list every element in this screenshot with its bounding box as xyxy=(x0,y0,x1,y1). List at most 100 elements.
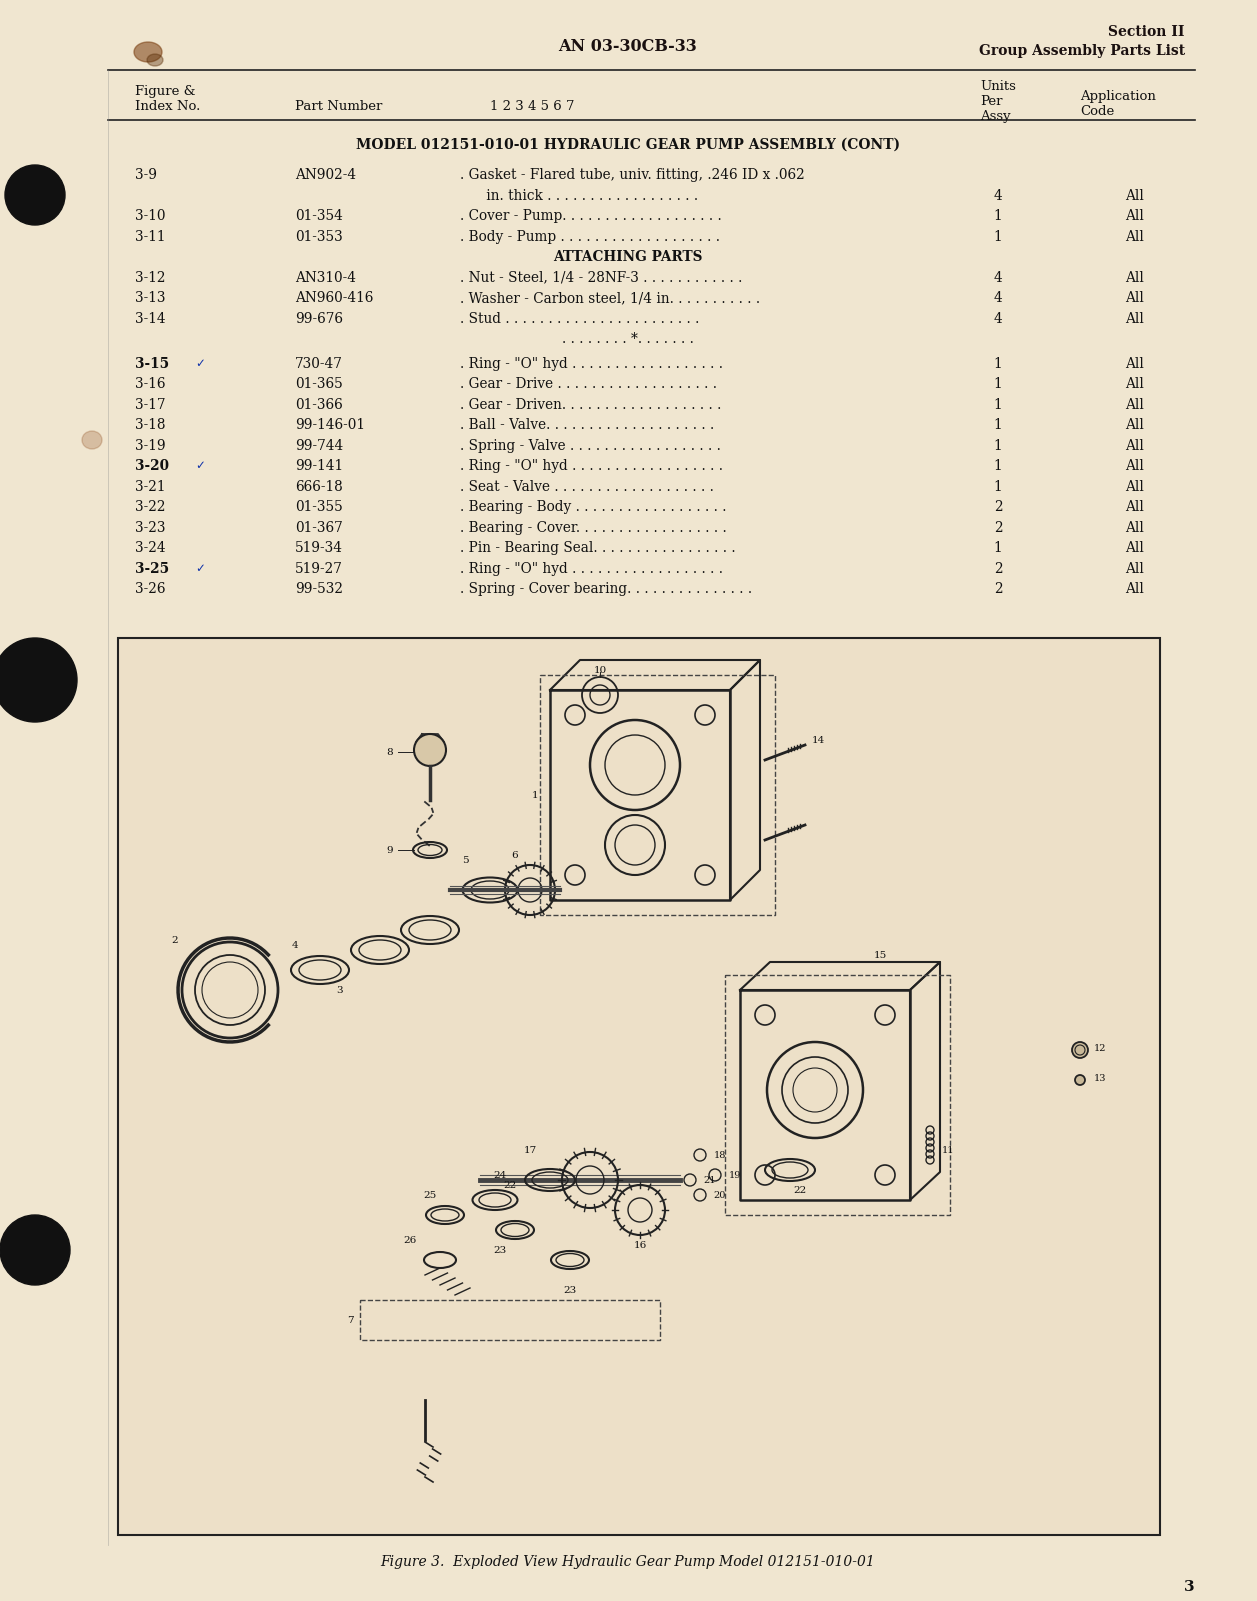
Text: . Body - Pump . . . . . . . . . . . . . . . . . . .: . Body - Pump . . . . . . . . . . . . . … xyxy=(460,229,720,243)
Text: 20: 20 xyxy=(714,1191,727,1199)
Text: All: All xyxy=(1125,229,1144,243)
Text: All: All xyxy=(1125,418,1144,432)
Text: Units: Units xyxy=(980,80,1016,93)
Text: 9: 9 xyxy=(387,845,393,855)
Text: 4: 4 xyxy=(292,940,298,949)
Text: AN960-416: AN960-416 xyxy=(295,291,373,306)
Text: 3-23: 3-23 xyxy=(134,520,166,535)
Text: Figure 3.  Exploded View Hydraulic Gear Pump Model 012151-010-01: Figure 3. Exploded View Hydraulic Gear P… xyxy=(381,1555,875,1569)
Text: 18: 18 xyxy=(714,1151,727,1159)
Text: 8: 8 xyxy=(387,748,393,757)
Text: 1: 1 xyxy=(994,480,1002,493)
Text: . Gear - Driven. . . . . . . . . . . . . . . . . . .: . Gear - Driven. . . . . . . . . . . . .… xyxy=(460,397,722,411)
Text: Group Assembly Parts List: Group Assembly Parts List xyxy=(979,43,1185,58)
Text: 3-12: 3-12 xyxy=(134,271,166,285)
Text: . Stud . . . . . . . . . . . . . . . . . . . . . . .: . Stud . . . . . . . . . . . . . . . . .… xyxy=(460,312,699,325)
Text: Code: Code xyxy=(1080,106,1114,118)
Text: 3-16: 3-16 xyxy=(134,376,166,391)
Text: ATTACHING PARTS: ATTACHING PARTS xyxy=(553,250,703,264)
Text: . Ring - "O" hyd . . . . . . . . . . . . . . . . . .: . Ring - "O" hyd . . . . . . . . . . . .… xyxy=(460,562,723,575)
Text: All: All xyxy=(1125,376,1144,391)
Text: 1: 1 xyxy=(994,210,1002,223)
Text: . Gasket - Flared tube, univ. fitting, .246 ID x .062: . Gasket - Flared tube, univ. fitting, .… xyxy=(460,168,804,183)
Text: . Washer - Carbon steel, 1/4 in. . . . . . . . . . .: . Washer - Carbon steel, 1/4 in. . . . .… xyxy=(460,291,760,306)
Text: . Bearing - Body . . . . . . . . . . . . . . . . . .: . Bearing - Body . . . . . . . . . . . .… xyxy=(460,500,727,514)
Text: 1: 1 xyxy=(532,791,538,799)
Text: All: All xyxy=(1125,459,1144,472)
Text: . Cover - Pump. . . . . . . . . . . . . . . . . . .: . Cover - Pump. . . . . . . . . . . . . … xyxy=(460,210,722,223)
Text: 17: 17 xyxy=(523,1145,537,1154)
Text: 1: 1 xyxy=(994,229,1002,243)
Text: 3-10: 3-10 xyxy=(134,210,166,223)
Text: 15: 15 xyxy=(874,951,886,959)
Text: 3-15: 3-15 xyxy=(134,357,170,370)
Text: 1: 1 xyxy=(994,418,1002,432)
Text: 25: 25 xyxy=(424,1191,436,1199)
Text: 22: 22 xyxy=(793,1185,807,1194)
Text: 3: 3 xyxy=(1184,1580,1195,1595)
Text: All: All xyxy=(1125,520,1144,535)
Text: 4: 4 xyxy=(993,291,1002,306)
Ellipse shape xyxy=(147,54,163,66)
Text: 01-355: 01-355 xyxy=(295,500,343,514)
Text: . Seat - Valve . . . . . . . . . . . . . . . . . . .: . Seat - Valve . . . . . . . . . . . . .… xyxy=(460,480,714,493)
Text: 21: 21 xyxy=(704,1175,716,1185)
Text: All: All xyxy=(1125,397,1144,411)
Text: All: All xyxy=(1125,291,1144,306)
Text: Application: Application xyxy=(1080,90,1156,102)
Text: 01-365: 01-365 xyxy=(295,376,343,391)
Text: 519-34: 519-34 xyxy=(295,541,343,556)
Text: . Nut - Steel, 1/4 - 28NF-3 . . . . . . . . . . . .: . Nut - Steel, 1/4 - 28NF-3 . . . . . . … xyxy=(460,271,743,285)
Text: 3-13: 3-13 xyxy=(134,291,166,306)
Text: All: All xyxy=(1125,562,1144,575)
Text: All: All xyxy=(1125,312,1144,325)
Ellipse shape xyxy=(134,42,162,62)
Text: 1: 1 xyxy=(994,541,1002,556)
Text: 3-26: 3-26 xyxy=(134,583,166,596)
Text: 3-17: 3-17 xyxy=(134,397,166,411)
Text: 4: 4 xyxy=(993,312,1002,325)
Text: 3-25: 3-25 xyxy=(134,562,170,575)
Text: 1: 1 xyxy=(994,376,1002,391)
Text: Assy: Assy xyxy=(980,110,1011,123)
Text: All: All xyxy=(1125,439,1144,453)
Text: . Gear - Drive . . . . . . . . . . . . . . . . . . .: . Gear - Drive . . . . . . . . . . . . .… xyxy=(460,376,716,391)
Text: 1: 1 xyxy=(994,439,1002,453)
Text: 01-366: 01-366 xyxy=(295,397,343,411)
Text: All: All xyxy=(1125,189,1144,202)
Text: 11: 11 xyxy=(941,1145,954,1154)
Text: 730-47: 730-47 xyxy=(295,357,343,370)
Text: . . . . . . . . *. . . . . . .: . . . . . . . . *. . . . . . . xyxy=(562,331,694,346)
Text: Index No.: Index No. xyxy=(134,99,200,114)
Text: 24: 24 xyxy=(494,1170,507,1180)
Text: ✓: ✓ xyxy=(195,357,205,370)
Circle shape xyxy=(1072,1042,1089,1058)
Text: All: All xyxy=(1125,541,1144,556)
Text: 519-27: 519-27 xyxy=(295,562,343,575)
Text: ✓: ✓ xyxy=(195,459,205,472)
Text: 3-21: 3-21 xyxy=(134,480,166,493)
Text: . Spring - Cover bearing. . . . . . . . . . . . . . .: . Spring - Cover bearing. . . . . . . . … xyxy=(460,583,752,596)
Text: All: All xyxy=(1125,480,1144,493)
Text: 01-354: 01-354 xyxy=(295,210,343,223)
Text: 01-367: 01-367 xyxy=(295,520,343,535)
Text: 99-744: 99-744 xyxy=(295,439,343,453)
Text: 4: 4 xyxy=(993,271,1002,285)
Text: Part Number: Part Number xyxy=(295,99,382,114)
Text: 99-676: 99-676 xyxy=(295,312,343,325)
Text: 3-11: 3-11 xyxy=(134,229,166,243)
Text: All: All xyxy=(1125,271,1144,285)
Text: Figure &: Figure & xyxy=(134,85,196,98)
Bar xyxy=(118,639,1160,1535)
Text: AN310-4: AN310-4 xyxy=(295,271,356,285)
Text: . Pin - Bearing Seal. . . . . . . . . . . . . . . . .: . Pin - Bearing Seal. . . . . . . . . . … xyxy=(460,541,735,556)
Text: 1 2 3 4 5 6 7: 1 2 3 4 5 6 7 xyxy=(490,99,574,114)
Text: Section II: Section II xyxy=(1109,26,1185,38)
Text: 2: 2 xyxy=(994,583,1002,596)
Circle shape xyxy=(414,733,446,765)
Text: 4: 4 xyxy=(993,189,1002,202)
Text: 3-14: 3-14 xyxy=(134,312,166,325)
Ellipse shape xyxy=(82,431,102,448)
Text: . Ball - Valve. . . . . . . . . . . . . . . . . . . .: . Ball - Valve. . . . . . . . . . . . . … xyxy=(460,418,714,432)
Text: AN 03-30CB-33: AN 03-30CB-33 xyxy=(558,38,698,54)
